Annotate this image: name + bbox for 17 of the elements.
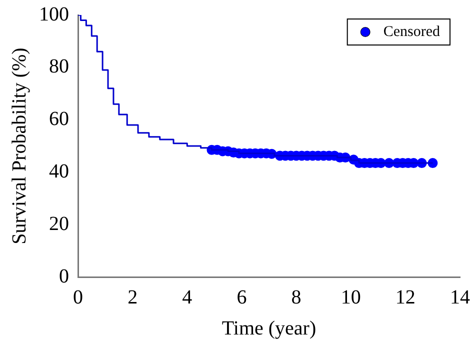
x-tick-label: 4 (182, 286, 192, 308)
y-tick-label: 60 (49, 108, 69, 130)
y-tick-label: 100 (39, 3, 69, 26)
y-tick-label: 40 (49, 160, 69, 182)
x-tick-label: 0 (73, 286, 83, 308)
x-axis-title: Time (year) (222, 317, 316, 340)
x-tick-label: 12 (395, 286, 416, 308)
x-tick-label: 8 (291, 286, 302, 308)
y-tick-label: 0 (59, 265, 69, 288)
x-tick-label: 6 (236, 286, 247, 308)
x-tick-label: 2 (128, 286, 138, 308)
legend-label: Censored (383, 24, 440, 40)
y-tick-label: 80 (49, 56, 69, 78)
y-tick-label: 20 (49, 212, 69, 235)
x-tick-label: 10 (340, 286, 361, 308)
x-tick-label: 14 (450, 286, 470, 308)
y-axis-title: Survival Probability (%) (8, 48, 30, 244)
